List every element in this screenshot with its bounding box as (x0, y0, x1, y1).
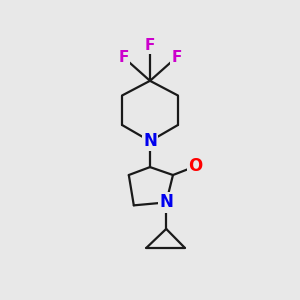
Text: F: F (118, 50, 129, 65)
Text: N: N (159, 194, 173, 211)
Text: F: F (171, 50, 182, 65)
Text: O: O (188, 157, 203, 175)
Text: F: F (145, 38, 155, 53)
Text: N: N (143, 132, 157, 150)
